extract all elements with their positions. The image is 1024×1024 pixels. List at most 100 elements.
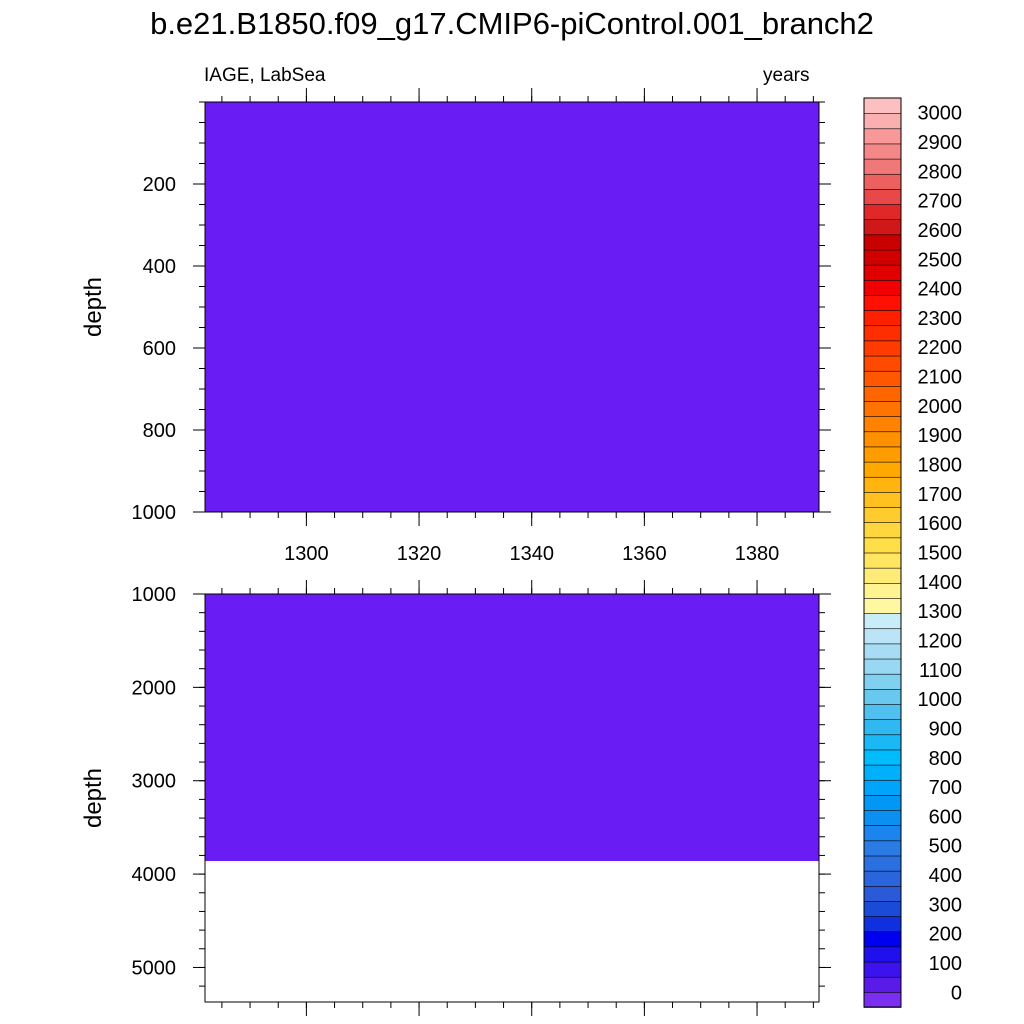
colorbar-label: 200	[929, 924, 962, 946]
colorbar-label: 1100	[919, 660, 962, 682]
x-tick-label: 1320	[397, 543, 442, 565]
colorbar-swatch	[863, 324, 902, 342]
colorbar-swatch	[863, 173, 902, 190]
colorbar-label: 2600	[918, 220, 963, 242]
colorbar-swatch	[863, 537, 902, 554]
colorbar-label: 2300	[918, 308, 963, 330]
colorbar-label: 1200	[918, 630, 963, 652]
colorbar-swatch	[863, 597, 902, 614]
colorbar-label: 800	[929, 748, 962, 770]
colorbar-swatch	[863, 643, 902, 660]
colorbar-label: 1400	[918, 572, 963, 594]
colorbar-swatch	[863, 840, 902, 857]
colorbar-swatch	[863, 188, 902, 205]
x-tick-label: 1340	[509, 543, 554, 565]
y-tick-label: 200	[143, 174, 176, 196]
colorbar-swatch	[863, 234, 902, 251]
colorbar-label: 500	[929, 836, 962, 858]
colorbar-swatch	[863, 627, 902, 645]
colorbar-frame	[863, 97, 902, 1008]
field-upper	[205, 102, 819, 512]
colorbar-swatch	[863, 582, 902, 599]
colorbar-swatch	[863, 491, 902, 508]
colorbar-label: 1500	[918, 543, 963, 565]
x-tick-label: 1360	[622, 543, 667, 565]
y-tick-label: 5000	[132, 957, 177, 979]
field-lower	[205, 594, 819, 862]
colorbar-label: 3000	[918, 103, 963, 125]
colorbar-swatch	[863, 506, 902, 523]
colorbar-swatch	[863, 279, 902, 296]
colorbar-swatch	[863, 733, 902, 751]
y-axis-label: depth	[80, 768, 107, 828]
colorbar-label: 100	[929, 953, 962, 975]
colorbar-swatch	[863, 294, 902, 311]
colorbar-swatch	[863, 567, 902, 584]
colorbar-label: 300	[929, 894, 962, 916]
colorbar-swatch	[863, 915, 902, 933]
colorbar-swatch	[863, 203, 902, 221]
colorbar-label: 700	[929, 777, 962, 799]
colorbar-swatch	[863, 446, 902, 463]
colorbar-swatch	[863, 340, 902, 357]
colorbar-swatch	[863, 976, 902, 993]
colorbar-label: 1300	[918, 601, 963, 623]
colorbar-label: 2700	[918, 191, 963, 213]
y-tick-label: 400	[143, 256, 176, 278]
colorbar-swatch	[863, 400, 902, 417]
colorbar-swatch	[863, 552, 902, 569]
colorbar-label: 900	[929, 718, 962, 740]
colorbar-swatch	[863, 764, 902, 781]
colorbar-swatch	[863, 370, 902, 387]
colorbar-swatch	[863, 688, 902, 705]
colorbar-swatch	[863, 355, 902, 372]
colorbar-swatch	[863, 309, 902, 327]
colorbar-swatch	[863, 991, 902, 1008]
colorbar-swatch	[863, 385, 902, 402]
y-tick-label: 1000	[132, 502, 177, 524]
y-tick-label: 2000	[132, 677, 177, 699]
colorbar-label: 1000	[918, 689, 963, 711]
colorbar-label: 2900	[918, 132, 963, 154]
y-tick-label: 600	[143, 338, 176, 360]
colorbar-swatch	[863, 900, 902, 917]
colorbar-swatch	[863, 158, 902, 175]
colorbar-swatch	[863, 521, 902, 539]
colorbar-swatch	[863, 128, 902, 145]
colorbar-swatch	[863, 218, 902, 236]
y-tick-label: 4000	[132, 864, 177, 886]
colorbar-swatch	[863, 415, 902, 433]
colorbar-label: 2500	[918, 249, 963, 271]
colorbar-swatch	[863, 824, 902, 842]
y-tick-label: 1000	[132, 584, 177, 606]
colorbar-swatch	[863, 718, 902, 736]
y-tick-label: 800	[143, 420, 176, 442]
colorbar-swatch	[863, 794, 902, 811]
colorbar-label: 1700	[918, 484, 963, 506]
colorbar-label: 2100	[918, 367, 963, 389]
colorbar-swatch	[863, 749, 902, 766]
colorbar-label: 2800	[918, 161, 963, 183]
colorbar-label: 2400	[918, 279, 963, 301]
colorbar-swatch	[863, 855, 902, 872]
colorbar-swatch	[863, 658, 902, 675]
colorbar-swatch	[863, 961, 902, 978]
colorbar-swatch	[863, 703, 902, 720]
x-tick-label: 1380	[735, 543, 780, 565]
colorbar-label: 0	[951, 982, 962, 1004]
colorbar-label: 2000	[918, 396, 963, 418]
colorbar-swatch	[863, 870, 902, 887]
colorbar-swatch	[863, 249, 902, 266]
colorbar-swatch	[863, 809, 902, 826]
colorbar-swatch	[863, 779, 902, 796]
colorbar-swatch	[863, 930, 902, 948]
colorbar-swatch	[863, 673, 902, 690]
variable-region-label: IAGE, LabSea	[204, 65, 326, 86]
colorbar-swatch	[863, 612, 902, 630]
colorbar-swatch	[863, 112, 902, 130]
colorbar-label: 400	[929, 865, 962, 887]
colorbar-swatch	[863, 143, 902, 160]
chart-title: b.e21.B1850.f09_g17.CMIP6-piControl.001_…	[150, 6, 874, 41]
y-tick-label: 3000	[132, 771, 177, 793]
